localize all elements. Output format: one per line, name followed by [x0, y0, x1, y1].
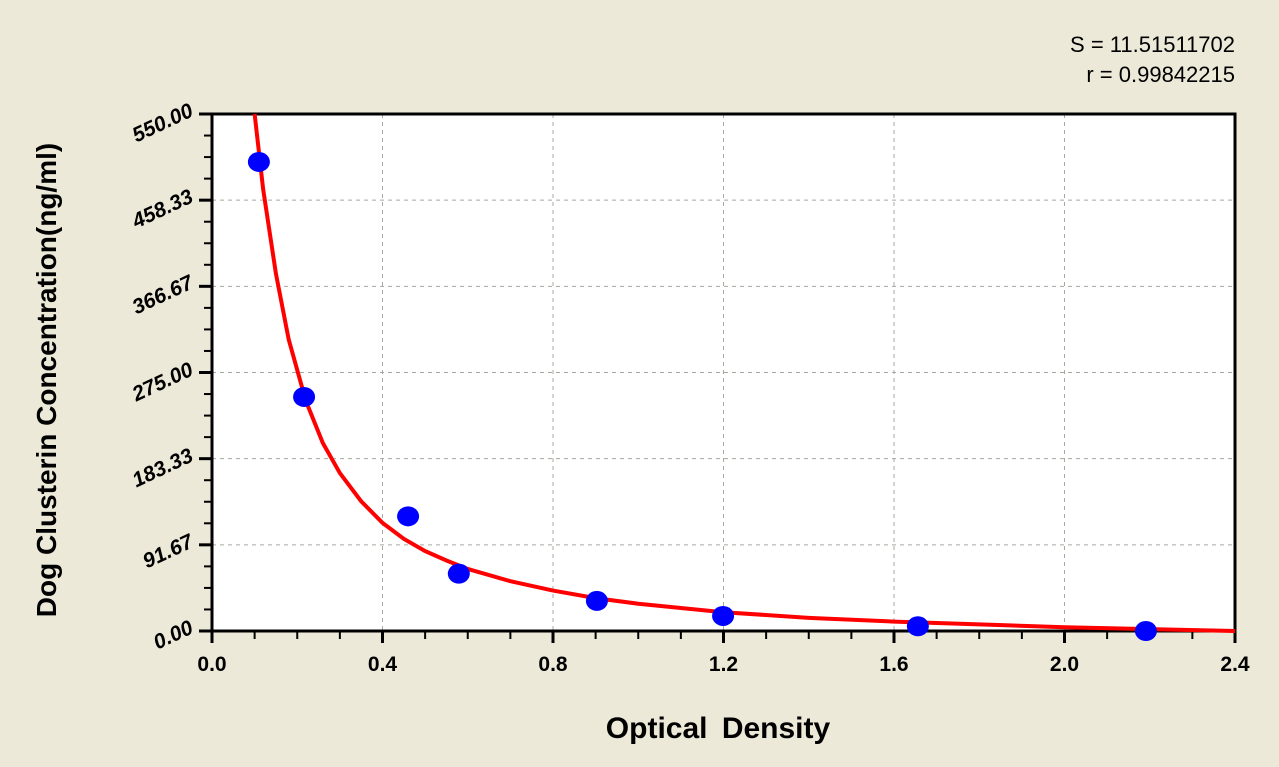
x-tick-label: 0.4	[367, 653, 398, 676]
data-point	[1134, 621, 1157, 641]
data-point	[585, 590, 608, 611]
y-axis-label: Dog Clusterin Concentration(ng/ml)	[31, 142, 62, 618]
data-point	[293, 386, 316, 407]
x-tick-label: 2.4	[1220, 653, 1250, 676]
r-value: r = 0.99842215	[1086, 62, 1235, 87]
data-point	[247, 151, 270, 172]
data-point	[906, 616, 929, 637]
x-tick-label: 0.8	[538, 653, 568, 676]
data-point	[397, 506, 420, 527]
x-axis-label: Optical Density	[605, 712, 831, 745]
plot-border	[210, 112, 1237, 633]
s-value: S = 11.51511702	[1070, 32, 1235, 57]
x-tick-label: 1.6	[879, 653, 909, 676]
data-points	[247, 151, 1157, 641]
x-tick-label: 0.0	[197, 653, 227, 676]
data-point	[447, 563, 470, 584]
fit-statistics: S = 11.51511702 r = 0.99842215	[1070, 30, 1235, 90]
x-tick-label: 2.0	[1049, 653, 1080, 676]
data-point	[712, 605, 735, 626]
grid-lines	[212, 114, 1235, 631]
x-tick-label: 1.2	[708, 653, 739, 676]
